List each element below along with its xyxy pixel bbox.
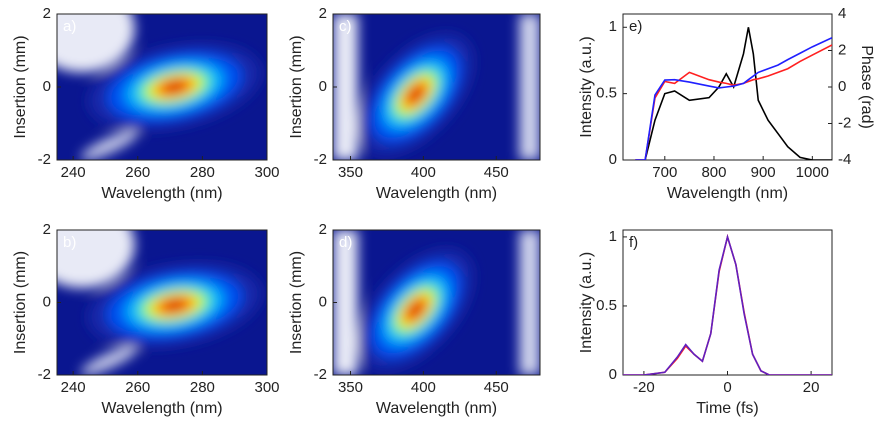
panel-label: a) [63, 18, 76, 35]
panel-label: e) [629, 18, 642, 35]
lines [623, 233, 832, 375]
map-levels [333, 230, 540, 375]
x-tick-label: 800 [701, 164, 726, 181]
y-tick-label: 0 [43, 293, 51, 310]
x-tick-label: 240 [61, 379, 86, 396]
x-tick-label: 450 [484, 164, 509, 181]
x-tick-label: 1000 [796, 164, 829, 181]
y-tick-label: 0 [43, 78, 51, 95]
x-axis-label: Wavelength (nm) [101, 185, 222, 202]
y-tick-label: 0 [319, 78, 327, 95]
y-axis-label: Intensity (a.u.) [578, 252, 595, 353]
map-hole [333, 230, 358, 375]
x-tick-label: 260 [125, 164, 150, 181]
series-line [635, 27, 832, 160]
series-line [623, 233, 832, 375]
y-tick-label: 0 [319, 293, 327, 310]
x-tick-label: 400 [411, 379, 436, 396]
map-levels [57, 230, 262, 375]
contour-map [57, 230, 267, 375]
y-tick-label: 2 [43, 5, 51, 22]
y2-tick-label: -2 [838, 114, 851, 131]
map-level [408, 86, 423, 102]
contour-map [57, 14, 267, 160]
x-axis-label: Wavelength (nm) [376, 185, 497, 202]
x-tick-label: 450 [484, 379, 509, 396]
map-hole [519, 14, 540, 160]
y-axis-label: Insertion (mm) [288, 35, 305, 138]
y-tick-label: 2 [319, 5, 327, 22]
series-line [635, 36, 832, 160]
y-axis-label: Insertion (mm) [288, 251, 305, 354]
y-axis-label: Insertion (mm) [12, 251, 29, 354]
x-tick-label: 280 [190, 379, 215, 396]
y-tick-label: 1 [609, 228, 617, 245]
x-tick-label: 350 [338, 164, 363, 181]
plot-frame [622, 229, 833, 376]
panel: -20 0 20 0 0.5 1 Time (fs) Intensity (a.u.) f) [578, 228, 833, 417]
y-tick-label: 2 [43, 221, 51, 238]
y-tick-label: 0.5 [596, 297, 617, 314]
map-hole [80, 130, 139, 160]
x-tick-label: 0 [723, 379, 731, 396]
contour-map [333, 230, 540, 375]
panel-label: c) [339, 18, 352, 35]
map-levels [57, 14, 262, 160]
x-tick-label: 350 [338, 379, 363, 396]
x-tick-label: 300 [254, 164, 279, 181]
y-tick-label: 2 [319, 221, 327, 238]
map-hole [519, 230, 540, 375]
x-axis-label: Time (fs) [696, 400, 759, 417]
map-levels [333, 14, 540, 160]
series-line [635, 44, 832, 160]
map-hole [80, 345, 139, 375]
map-level [164, 300, 186, 311]
x-tick-label: 280 [190, 164, 215, 181]
y-tick-label: 0.5 [596, 85, 617, 102]
panel: 350 400 450 -2 0 2 Wavelength (nm) Insertion (m… [288, 221, 541, 417]
x-tick-label: -20 [633, 379, 655, 396]
y-tick-label: -2 [314, 366, 327, 383]
y2-axis-label: Phase (rad) [858, 45, 875, 129]
x-tick-label: 20 [803, 379, 820, 396]
y-axis-label: Insertion (mm) [12, 35, 29, 138]
y-tick-label: -2 [314, 151, 327, 168]
panel-label: b) [63, 234, 76, 251]
x-tick-label: 240 [61, 164, 86, 181]
map-level [164, 81, 186, 93]
y-tick-label: -2 [38, 151, 51, 168]
x-tick-label: 400 [411, 164, 436, 181]
y2-tick-label: 4 [838, 5, 846, 22]
map-hole [57, 230, 135, 288]
map-level [408, 302, 423, 318]
y-axis-label: Intensity (a.u.) [578, 36, 595, 137]
x-axis-label: Wavelength (nm) [667, 185, 788, 202]
y2-tick-label: -4 [838, 151, 851, 168]
panel: 350 400 450 -2 0 2 Wavelength (nm) Insertion (m… [288, 5, 541, 202]
panel-label: f) [629, 234, 638, 251]
panel: 700 800 900 1000 0 0.5 1 -4 -2 0 2 4 Wavelength (nm)… [578, 5, 875, 202]
y-tick-label: 1 [609, 18, 617, 35]
x-axis-label: Wavelength (nm) [101, 400, 222, 417]
series-line [623, 233, 832, 375]
x-axis-label: Wavelength (nm) [376, 400, 497, 417]
panel-label: d) [339, 234, 352, 251]
panel: 240 260 280 300 -2 0 2 Wavelength (nm) Insertion… [12, 221, 279, 417]
lines [635, 27, 832, 160]
x-tick-label: 300 [254, 379, 279, 396]
x-tick-label: 700 [652, 164, 677, 181]
y2-tick-label: 0 [838, 78, 846, 95]
y-tick-label: 0 [609, 366, 617, 383]
x-tick-label: 260 [125, 379, 150, 396]
contour-map [333, 14, 540, 160]
map-hole [333, 14, 358, 160]
panel: 240 260 280 300 -2 0 2 Wavelength (nm) Insertion… [12, 5, 279, 202]
y2-tick-label: 2 [838, 41, 846, 58]
map-hole [57, 14, 135, 73]
y-tick-label: -2 [38, 366, 51, 383]
y-tick-label: 0 [609, 151, 617, 168]
x-tick-label: 900 [751, 164, 776, 181]
